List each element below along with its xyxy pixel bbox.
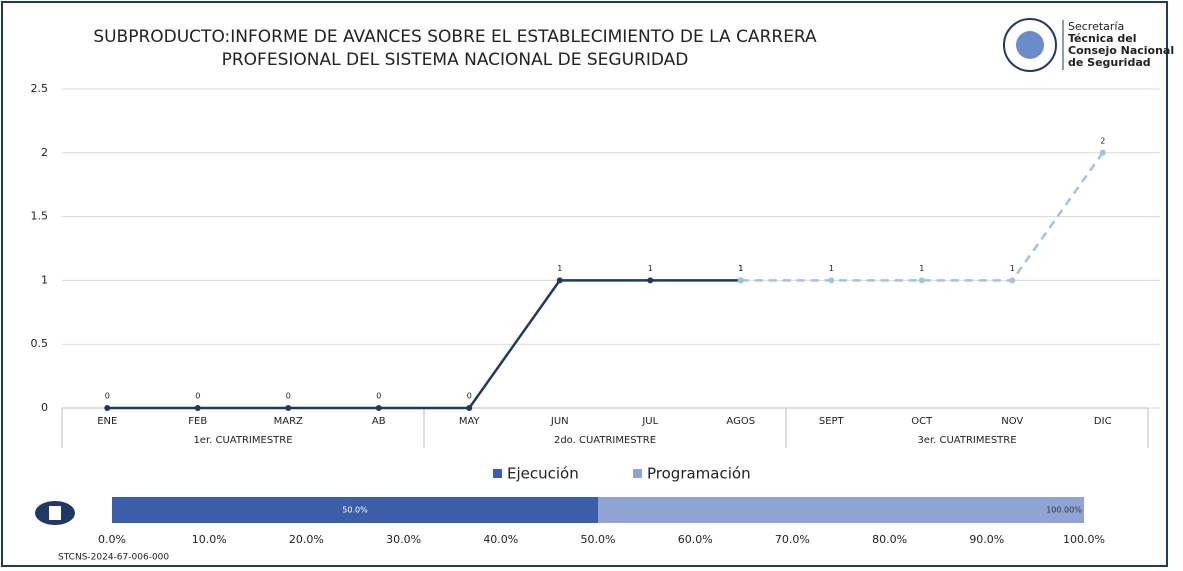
point [556,277,563,284]
group-label: 3er. CUATRIMESTRE [917,435,1016,446]
data-label: 50.0% [342,506,368,515]
data-label: 2 [1100,136,1105,145]
frame [1,1,1168,567]
y-tick-label: 0.5 [31,337,49,350]
data-label: 1 [557,264,562,273]
legend-swatch [493,469,502,478]
x-tick-label: MARZ [274,416,303,427]
y-tick-label: 1 [41,273,48,286]
data-label: 0 [195,392,200,401]
point [737,277,744,284]
data-label: 1 [829,264,834,273]
logo-text: Técnica del [1068,32,1137,45]
x-tick-label: JUL [641,416,658,427]
x-tick-label: AGOS [726,416,755,427]
x-tick-label: ENE [97,416,117,427]
point [828,277,835,284]
chart-title: PROFESIONAL DEL SISTEMA NACIONAL DE SEGU… [222,50,689,70]
x-tick-label: AB [372,416,386,427]
data-label: 1 [738,264,743,273]
chart-title: SUBPRODUCTO:INFORME DE AVANCES SOBRE EL … [93,27,817,47]
icon-page [49,506,61,520]
x-tick-label: DIC [1094,416,1112,427]
x-tick-label: 50.0% [581,533,616,546]
group-label: 1er. CUATRIMESTRE [193,435,292,446]
footer-code: STCNS-2024-67-006-000 [58,553,169,563]
x-tick-label: MAY [459,416,481,427]
x-tick-label: 80.0% [872,533,907,546]
y-tick-label: 1.5 [31,210,49,223]
x-tick-label: OCT [911,416,933,427]
x-tick-label: JUN [550,416,569,427]
data-label: 1 [919,264,924,273]
point [285,405,292,411]
logo-text: Consejo Nacional [1068,44,1174,57]
legend-label: Programación [647,465,751,483]
data-label: 0 [467,392,472,401]
y-tick-label: 2 [41,146,48,159]
x-tick-label: NOV [1001,416,1023,427]
point [104,405,111,411]
progress-bar [112,497,598,523]
point [647,277,654,284]
data-label: 0 [105,392,110,401]
legend-label: Ejecución [507,465,579,483]
x-tick-label: FEB [188,416,207,427]
point [375,405,382,411]
data-label: 1 [738,264,743,273]
data-label: 1 [1010,264,1015,273]
doc-icon [35,501,75,525]
data-label: 0 [286,392,291,401]
point [194,405,201,411]
point [466,405,473,411]
x-tick-label: SEPT [819,416,845,427]
x-tick-label: 40.0% [483,533,518,546]
x-tick-label: 20.0% [289,533,324,546]
logo-text: Secretaría [1068,20,1124,33]
emblem-center [1016,31,1044,59]
logo-text: de Seguridad [1068,56,1151,69]
data-label: 100.00% [1046,506,1082,515]
logo: Secretaría Técnica del Consejo Nacional … [1003,18,1174,72]
point [1099,149,1106,156]
x-tick-label: 30.0% [386,533,421,546]
point [1009,277,1016,284]
series-line [107,279,741,410]
y-tick-label: 2.5 [31,82,49,95]
series-line [740,152,1104,282]
data-label: 0 [376,392,381,401]
x-tick-label: 10.0% [192,533,227,546]
x-tick-label: 90.0% [969,533,1004,546]
x-tick-label: 100.0% [1063,533,1105,546]
legend-swatch [633,469,642,478]
y-tick-label: 0 [41,401,48,414]
data-label: 1 [648,264,653,273]
x-tick-label: 60.0% [678,533,713,546]
group-label: 2do. CUATRIMESTRE [554,435,656,446]
point [918,277,925,284]
x-tick-label: 70.0% [775,533,810,546]
x-tick-label: 0.0% [98,533,126,546]
